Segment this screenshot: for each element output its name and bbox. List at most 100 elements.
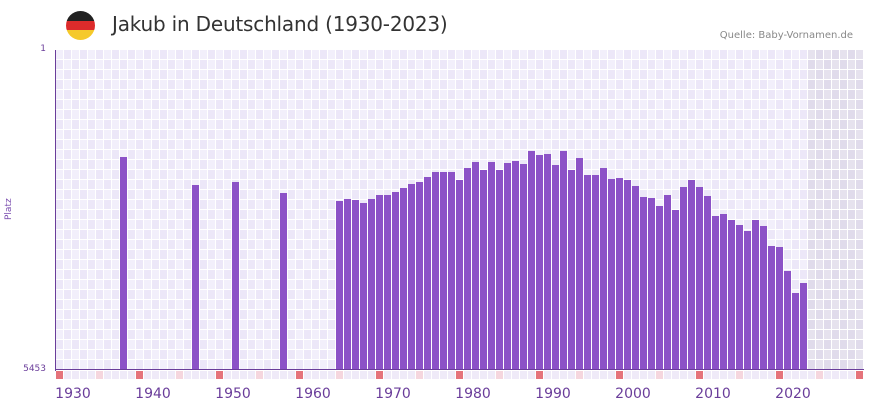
bar-2015[interactable] xyxy=(736,225,743,370)
bar-2016[interactable] xyxy=(744,231,751,370)
bar-1987[interactable] xyxy=(512,161,519,370)
bar-2001[interactable] xyxy=(624,180,631,370)
bar-1958[interactable] xyxy=(280,193,287,370)
bar-1966[interactable] xyxy=(344,199,351,370)
bar-1984[interactable] xyxy=(488,162,495,370)
bar-2023[interactable] xyxy=(800,283,807,370)
grid-cell xyxy=(64,190,71,199)
grid-cell xyxy=(104,260,111,269)
bar-2019[interactable] xyxy=(768,246,775,370)
grid-cell xyxy=(80,210,87,219)
grid-cell xyxy=(80,80,87,89)
grid-cell xyxy=(736,130,743,139)
bar-2020[interactable] xyxy=(776,247,783,370)
bar-1995[interactable] xyxy=(576,157,583,370)
bar-1978[interactable] xyxy=(440,172,447,370)
bar-1998[interactable] xyxy=(600,168,607,370)
bar-1977[interactable] xyxy=(432,172,439,370)
grid-cell xyxy=(856,300,863,309)
grid-cell xyxy=(584,130,591,139)
grid-cell xyxy=(656,120,663,129)
bar-2018[interactable] xyxy=(760,226,767,370)
bar-1980[interactable] xyxy=(456,180,463,370)
bar-1992[interactable] xyxy=(552,165,559,370)
bar-1994[interactable] xyxy=(568,170,575,370)
grid-cell xyxy=(688,120,695,129)
grid-cell xyxy=(240,80,247,89)
bar-2013[interactable] xyxy=(720,214,727,370)
grid-cell xyxy=(592,90,599,99)
year-marker-1993 xyxy=(560,371,567,379)
grid-cell xyxy=(344,130,351,139)
bar-1986[interactable] xyxy=(504,163,511,370)
bar-1982[interactable] xyxy=(472,162,479,370)
grid-cell xyxy=(248,290,255,299)
grid-cell xyxy=(152,310,159,319)
bar-1973[interactable] xyxy=(400,188,407,370)
grid-cell xyxy=(464,120,471,129)
grid-cell xyxy=(584,50,591,59)
bar-2007[interactable] xyxy=(672,210,679,370)
grid-cell xyxy=(184,140,191,149)
grid-cell xyxy=(592,150,599,159)
bar-1976[interactable] xyxy=(424,177,431,370)
grid-cell xyxy=(64,70,71,79)
bar-2005[interactable] xyxy=(656,206,663,370)
bar-1938[interactable] xyxy=(120,156,127,370)
grid-cell xyxy=(176,330,183,339)
grid-cell xyxy=(256,280,263,289)
bar-1974[interactable] xyxy=(408,184,415,370)
bar-2009[interactable] xyxy=(688,180,695,370)
grid-cell xyxy=(288,180,295,189)
bar-1997[interactable] xyxy=(592,175,599,370)
bar-1969[interactable] xyxy=(368,199,375,370)
grid-cell xyxy=(184,110,191,119)
bar-1981[interactable] xyxy=(464,168,471,370)
bar-2014[interactable] xyxy=(728,220,735,370)
bar-2002[interactable] xyxy=(632,186,639,370)
grid-cell xyxy=(256,50,263,59)
bar-2003[interactable] xyxy=(640,197,647,370)
bar-1979[interactable] xyxy=(448,172,455,370)
bar-1972[interactable] xyxy=(392,192,399,370)
grid-cell xyxy=(768,220,775,229)
bar-1967[interactable] xyxy=(352,200,359,370)
bar-1989[interactable] xyxy=(528,151,535,370)
bar-1988[interactable] xyxy=(520,164,527,370)
grid-cell xyxy=(848,150,855,159)
bar-2008[interactable] xyxy=(680,187,687,370)
bar-2004[interactable] xyxy=(648,198,655,370)
bar-1965[interactable] xyxy=(336,201,343,370)
grid-cell xyxy=(176,230,183,239)
bar-1952[interactable] xyxy=(232,182,239,370)
bar-1999[interactable] xyxy=(608,179,615,370)
year-marker-1951 xyxy=(224,371,231,379)
bar-2017[interactable] xyxy=(752,220,759,370)
bar-1985[interactable] xyxy=(496,170,503,370)
grid-cell xyxy=(72,340,79,349)
bar-1971[interactable] xyxy=(384,195,391,370)
bar-1975[interactable] xyxy=(416,182,423,370)
grid-cell xyxy=(264,230,271,239)
bar-1991[interactable] xyxy=(544,154,551,370)
bar-2022[interactable] xyxy=(792,293,799,370)
bar-2006[interactable] xyxy=(664,195,671,370)
bar-1968[interactable] xyxy=(360,203,367,370)
grid-cell xyxy=(616,50,623,59)
bar-2011[interactable] xyxy=(704,196,711,370)
grid-cell xyxy=(704,120,711,129)
bar-2012[interactable] xyxy=(712,216,719,370)
grid-cell xyxy=(664,150,671,159)
bar-1970[interactable] xyxy=(376,195,383,370)
bar-1947[interactable] xyxy=(192,184,199,370)
bar-2021[interactable] xyxy=(784,271,791,370)
grid-cell xyxy=(792,280,799,289)
bar-1983[interactable] xyxy=(480,170,487,370)
bar-2010[interactable] xyxy=(696,187,703,370)
bar-1990[interactable] xyxy=(536,155,543,370)
bar-1996[interactable] xyxy=(584,175,591,370)
bar-2000[interactable] xyxy=(616,178,623,370)
bar-1993[interactable] xyxy=(560,151,567,370)
grid-cell xyxy=(304,240,311,249)
grid-cell xyxy=(696,130,703,139)
